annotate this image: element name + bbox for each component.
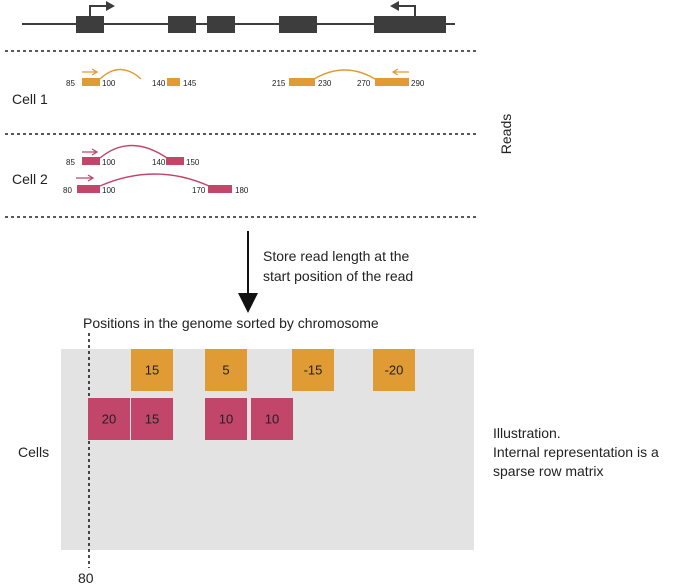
- cell-2-forward-arrow-icon: [76, 174, 95, 182]
- junction-left-label: 100: [102, 79, 116, 88]
- arrow-caption-line-1: Store read length at the: [263, 248, 410, 264]
- read-start-label: 80: [63, 186, 72, 195]
- junction-right-label: 170: [192, 186, 206, 195]
- junction-right-label: 270: [357, 79, 371, 88]
- cell-2-read-b: 80 100 170 180: [63, 173, 249, 195]
- matrix-cell: 15: [131, 398, 173, 440]
- junction-left-label: 230: [318, 79, 332, 88]
- matrix-cell-value: -15: [304, 363, 323, 378]
- read-block: [375, 78, 409, 86]
- exon-2: [168, 16, 196, 33]
- cell-1-forward-arrow-icon: [82, 68, 99, 76]
- read-block: [166, 157, 184, 165]
- matrix-cell: -20: [373, 349, 415, 391]
- matrix-title: Positions in the genome sorted by chromo…: [83, 315, 379, 331]
- exon-1: [76, 16, 104, 33]
- read-block: [289, 78, 315, 86]
- junction-left-label: 100: [102, 186, 116, 195]
- read-start-label: 215: [272, 79, 286, 88]
- cell-2-forward-arrow-icon: [82, 148, 99, 156]
- matrix-cell: 20: [88, 398, 130, 440]
- matrix-cell: 10: [205, 398, 247, 440]
- read-block: [208, 185, 232, 193]
- cell-1-read-a: 85 100 140 145: [66, 68, 197, 88]
- tss-forward-arrow-icon: [89, 1, 115, 16]
- junction-arc: [99, 68, 142, 80]
- junction-arc: [99, 144, 168, 159]
- cell-1-label: Cell 1: [12, 91, 48, 107]
- exon-4: [279, 16, 317, 33]
- read-start-label: 85: [66, 158, 75, 167]
- junction-arc: [99, 173, 210, 187]
- read-block: [167, 78, 180, 86]
- matrix-row-2: 20 15 10 10: [88, 398, 293, 440]
- junction-right-label: 140: [152, 158, 166, 167]
- note-line-1: Illustration.: [493, 425, 561, 441]
- junction-arc: [313, 69, 376, 80]
- reads-label: Reads: [498, 114, 514, 154]
- exon-3: [207, 16, 235, 33]
- matrix-cell: -15: [292, 349, 334, 391]
- matrix-row-1: 15 5 -15 -20: [131, 349, 415, 391]
- read-block: [82, 78, 100, 86]
- read-block: [82, 157, 100, 165]
- arrow-caption-line-2: start position of the read: [263, 268, 413, 284]
- cell-2-read-a: 85 100 140 150: [66, 144, 200, 167]
- junction-right-label: 140: [152, 79, 166, 88]
- matrix-cell-value: 20: [102, 412, 116, 427]
- gene-model: [22, 1, 455, 33]
- cell-1-reverse-arrow-icon: [391, 68, 409, 76]
- matrix-cell-value: 15: [145, 412, 159, 427]
- matrix-cell-value: 10: [219, 412, 233, 427]
- read-end-label: 290: [411, 79, 425, 88]
- matrix-cell-value: 5: [222, 363, 229, 378]
- read-end-label: 145: [183, 79, 197, 88]
- note-line-3: sparse row matrix: [493, 463, 603, 479]
- read-end-label: 150: [186, 158, 200, 167]
- matrix-cell-value: 10: [265, 412, 279, 427]
- matrix-cell-value: 15: [145, 363, 159, 378]
- matrix-cell-value: -20: [385, 363, 404, 378]
- cells-label: Cells: [18, 444, 49, 460]
- read-block: [77, 185, 100, 193]
- cell-1-read-b: 215 230 270 290: [272, 68, 425, 88]
- exon-5: [374, 16, 446, 33]
- matrix-cell: 10: [251, 398, 293, 440]
- position-label: 80: [78, 570, 94, 585]
- matrix-cell: 5: [205, 349, 247, 391]
- matrix-cell: 15: [131, 349, 173, 391]
- cell-2-label: Cell 2: [12, 171, 48, 187]
- read-start-label: 85: [66, 79, 75, 88]
- junction-left-label: 100: [102, 158, 116, 167]
- tss-reverse-arrow-icon: [390, 1, 416, 16]
- note-line-2: Internal representation is a: [493, 444, 659, 460]
- read-end-label: 180: [235, 186, 249, 195]
